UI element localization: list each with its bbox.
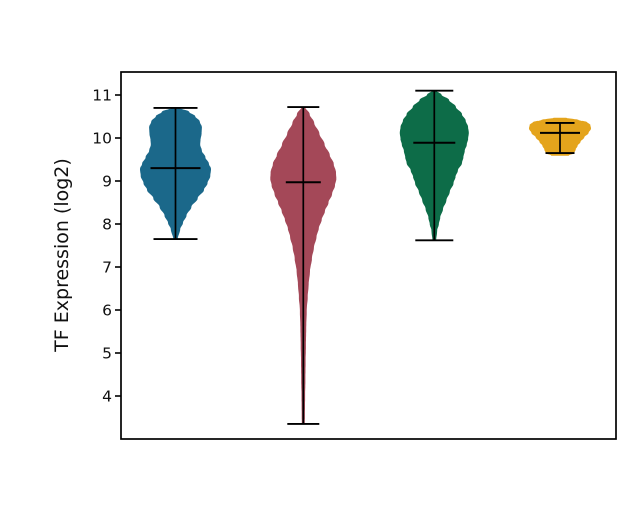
y-tick-label: 10 xyxy=(92,130,112,148)
y-tick-label: 11 xyxy=(92,87,112,105)
y-tick-label: 9 xyxy=(102,173,112,191)
axes-box xyxy=(120,71,617,440)
violin-plot-figure: TF Expression (log2) 4 5 6 7 8 9 10 11 xyxy=(40,16,640,496)
y-tick-label: 5 xyxy=(102,345,112,363)
y-tick-label: 7 xyxy=(102,259,112,277)
violin-chart: 4 5 6 7 8 9 10 11 xyxy=(92,71,617,440)
y-tick-label: 8 xyxy=(102,216,112,234)
y-tick-label: 6 xyxy=(102,302,112,320)
y-tick-label: 4 xyxy=(102,388,112,406)
